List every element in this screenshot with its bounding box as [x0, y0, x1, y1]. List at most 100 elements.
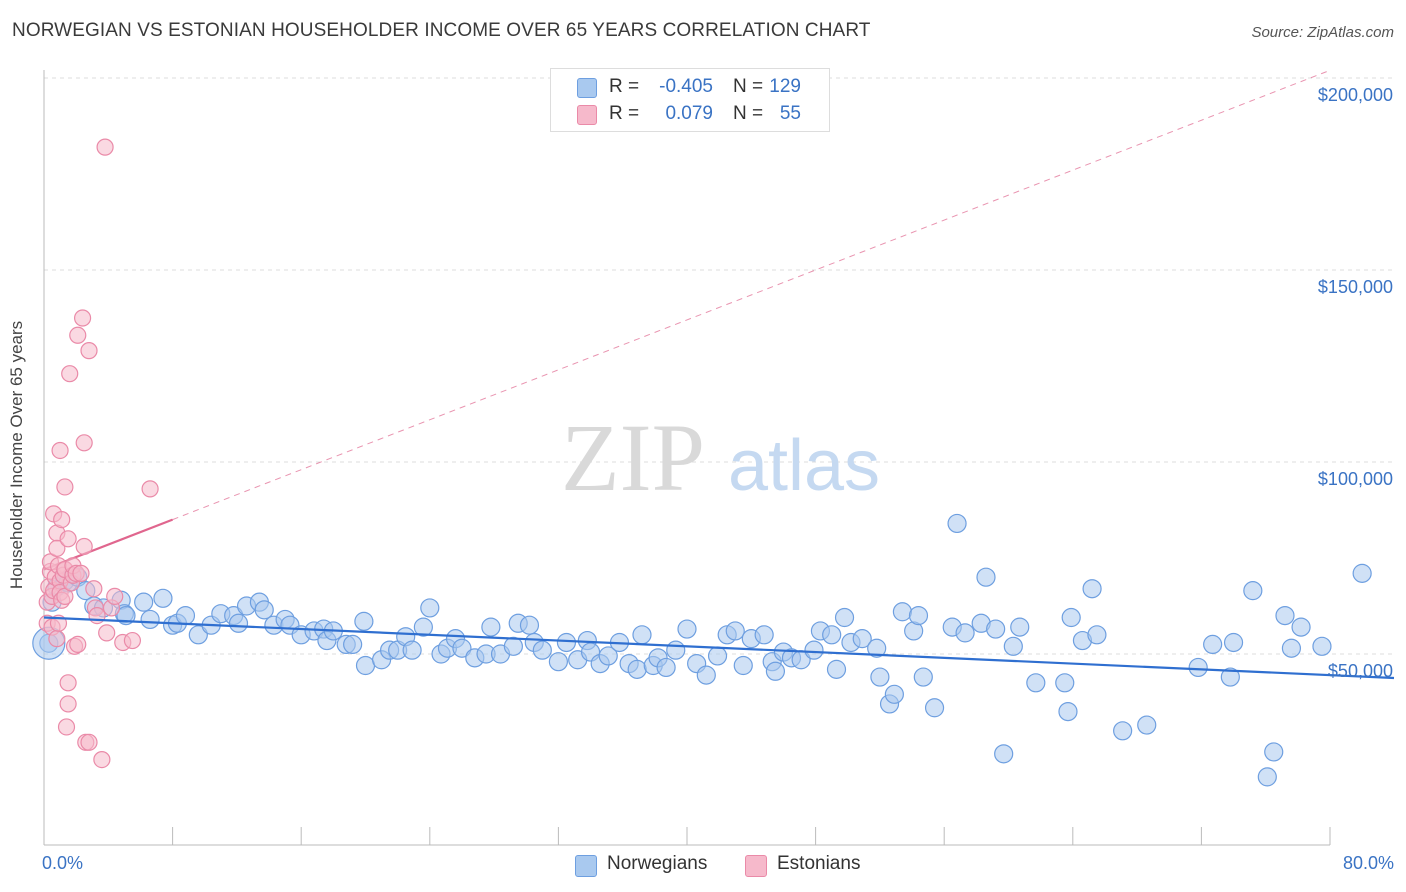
norwegian-point	[1352, 563, 1372, 583]
bottom-legend-swatch-norwegians	[575, 855, 597, 877]
norwegian-point	[913, 667, 933, 687]
y-tick-label: $200,000	[1318, 85, 1393, 105]
norwegian-point	[1257, 767, 1277, 787]
estonian-point	[75, 537, 93, 556]
norwegian-point	[696, 665, 716, 685]
legend-n-value: 129	[769, 76, 801, 97]
norwegian-point	[175, 605, 196, 626]
norwegian-point	[666, 640, 686, 660]
estonian-points	[38, 138, 159, 769]
norwegian-point	[892, 602, 913, 622]
norwegian-point	[1087, 625, 1107, 645]
legend-swatch-estonians	[577, 105, 597, 125]
norwegian-point	[1010, 617, 1030, 637]
y-tick-label: $100,000	[1318, 469, 1393, 489]
norwegian-point	[503, 636, 523, 656]
norwegian-point	[627, 659, 647, 679]
x-tick-min: 0.0%	[42, 853, 83, 873]
norwegian-point	[481, 617, 501, 637]
norwegian-point	[1243, 581, 1263, 601]
estonian-point	[123, 631, 142, 650]
norwegian-point	[343, 634, 363, 655]
norwegian-point	[924, 698, 945, 718]
y-tick-label: $150,000	[1318, 277, 1393, 297]
estonian-point	[59, 695, 77, 713]
norwegian-point	[1275, 605, 1295, 626]
estonian-point	[53, 510, 71, 529]
legend-r-label: R =	[609, 103, 640, 124]
legend-r-value: -0.405	[659, 76, 713, 97]
norwegian-point	[355, 655, 376, 676]
norwegian-point	[804, 640, 824, 660]
norwegian-point	[402, 640, 422, 660]
estonian-point	[69, 635, 87, 654]
norwegian-point	[1291, 617, 1311, 637]
norwegian-point	[1137, 715, 1157, 735]
norwegian-point	[420, 598, 440, 618]
watermark: ZIP atlas	[561, 404, 880, 511]
grid-lines	[44, 77, 1394, 655]
norwegian-point	[994, 744, 1014, 764]
norwegian-point	[754, 625, 774, 645]
estonian-point	[96, 138, 114, 156]
norwegian-point	[1082, 579, 1102, 599]
chart-title: NORWEGIAN VS ESTONIAN HOUSEHOLDER INCOME…	[12, 20, 871, 41]
norwegian-point	[826, 659, 847, 679]
norwegian-point	[1026, 673, 1046, 693]
norwegian-trend	[43, 616, 1395, 680]
estonian-point	[73, 309, 92, 327]
norwegian-point	[852, 629, 872, 649]
watermark-zip: ZIP	[561, 404, 705, 511]
norwegian-point	[1058, 701, 1078, 722]
estonian-point	[80, 733, 98, 751]
estonian-point	[75, 434, 93, 452]
norwegian-point	[1055, 673, 1075, 693]
norwegian-point	[532, 640, 552, 660]
norwegian-point	[134, 592, 154, 612]
estonian-point	[106, 587, 124, 606]
estonian-point	[61, 365, 79, 383]
legend-n-label: N =	[733, 76, 764, 97]
norwegian-point	[1061, 607, 1081, 628]
norwegian-point	[986, 619, 1006, 639]
norwegian-point	[254, 600, 274, 620]
norwegian-point	[1003, 636, 1023, 656]
norwegian-trend-line	[43, 616, 1395, 680]
norwegian-point	[870, 667, 890, 687]
norwegian-point	[228, 613, 249, 633]
norwegian-point	[733, 655, 753, 676]
norwegian-point	[976, 567, 996, 587]
estonian-point	[69, 326, 87, 344]
norwegian-point	[548, 652, 569, 672]
norwegian-point	[1264, 742, 1284, 762]
norwegian-point	[632, 625, 652, 645]
norwegian-point	[677, 619, 697, 639]
norwegian-point	[556, 632, 577, 653]
norwegian-point	[947, 513, 967, 534]
y-tick-label: $50,000	[1328, 661, 1393, 681]
y-tick-labels: $50,000 $100,000 $150,000 $200,000	[1318, 85, 1393, 681]
norwegian-point	[1281, 638, 1302, 658]
estonian-point	[72, 564, 90, 582]
estonian-point	[85, 580, 103, 598]
norwegian-point	[1312, 636, 1332, 656]
legend-n-label: N =	[733, 103, 764, 124]
norwegian-point	[707, 646, 728, 666]
stats-legend: R = -0.405 N = 129 R = 0.079 N = 55	[550, 68, 830, 132]
norwegian-point	[1188, 657, 1208, 678]
norwegian-point	[765, 661, 786, 681]
norwegian-point	[140, 609, 160, 630]
norwegian-point	[1113, 721, 1133, 741]
norwegian-point	[413, 617, 433, 637]
norwegian-point	[834, 607, 855, 628]
norwegian-point	[1223, 632, 1244, 653]
norwegian-point	[452, 638, 472, 658]
legend-r-label: R =	[609, 76, 640, 97]
estonian-point	[59, 530, 77, 548]
norwegian-point	[725, 621, 745, 641]
estonian-point	[57, 718, 76, 736]
source-label: Source: ZipAtlas.com	[1251, 24, 1394, 41]
legend-n-value: 55	[779, 103, 801, 124]
estonian-point	[141, 480, 159, 498]
